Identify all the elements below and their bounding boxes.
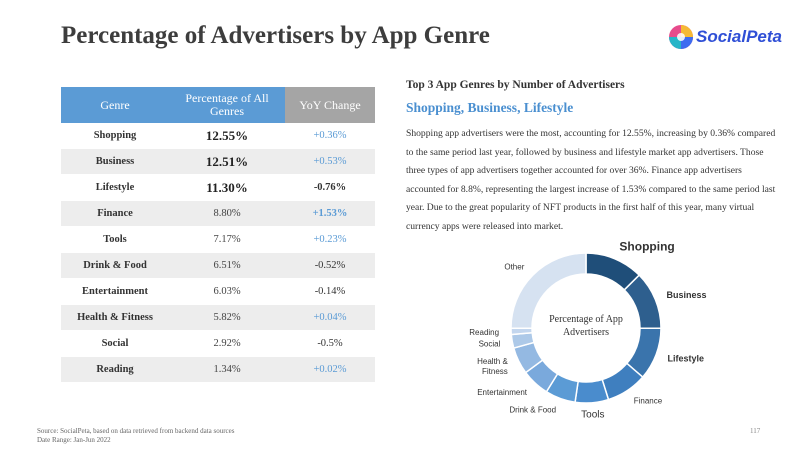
donut-slice-reading	[510, 327, 534, 336]
donut-label-entertainment: Entertainment	[477, 388, 528, 397]
genre-cell: Business	[61, 148, 169, 175]
header-percentage: Percentage of All Genres	[169, 87, 285, 123]
genre-table: Genre Percentage of All Genres YoY Chang…	[61, 87, 375, 383]
yoy-cell: +1.53%	[285, 200, 375, 227]
summary-heading: Top 3 App Genres by Number of Advertiser…	[406, 79, 625, 91]
logo-text: SocialPeta	[696, 27, 782, 46]
yoy-cell: -0.5%	[285, 330, 375, 357]
genre-cell: Entertainment	[61, 278, 169, 305]
socialpeta-logo-icon	[669, 25, 693, 49]
genre-cell: Drink & Food	[61, 252, 169, 279]
table-row: Tools 7.17% +0.23%	[61, 226, 375, 253]
page-number: 117	[750, 427, 761, 435]
donut-label-shopping: Shopping	[619, 240, 674, 254]
donut-label-social: Social	[479, 339, 501, 348]
donut-label-other: Other	[504, 263, 524, 272]
genre-cell: Social	[61, 330, 169, 357]
percentage-cell: 12.51%	[169, 148, 285, 175]
donut-label-finance: Finance	[634, 397, 663, 406]
percentage-cell: 11.30%	[169, 174, 285, 201]
table-row: Finance 8.80% +1.53%	[61, 200, 375, 227]
genre-cell: Reading	[61, 356, 169, 383]
genre-cell: Lifestyle	[61, 174, 169, 201]
donut-label-health-fitness: Fitness	[482, 367, 508, 376]
donut-label-health-fitness: Health &	[477, 357, 508, 366]
yoy-cell: +0.53%	[285, 148, 375, 175]
table-body: Shopping 12.55% +0.36% Business 12.51% +0.53%…	[61, 123, 375, 383]
table-row: Shopping 12.55% +0.36%	[61, 123, 375, 149]
source-note: Source: SocialPeta, based on data retrie…	[37, 427, 234, 445]
table-row: Reading 1.34% +0.02%	[61, 356, 375, 383]
genre-cell: Shopping	[61, 123, 169, 149]
socialpeta-logo: SocialPeta	[668, 24, 782, 50]
genre-cell: Finance	[61, 200, 169, 227]
table-row: Lifestyle 11.30% -0.76%	[61, 174, 375, 201]
table-row: Health & Fitness 5.82% +0.04%	[61, 304, 375, 331]
source-text: Source: SocialPeta, based on data retrie…	[37, 427, 235, 435]
percentage-cell: 5.82%	[169, 304, 285, 331]
donut-center-label-line2: Advertisers	[563, 327, 609, 338]
yoy-cell: +0.23%	[285, 226, 375, 253]
donut-label-reading: Reading	[469, 328, 499, 337]
yoy-cell: +0.04%	[285, 304, 375, 331]
genre-cell: Tools	[61, 226, 169, 253]
yoy-cell: +0.02%	[285, 356, 375, 383]
donut-label-lifestyle: Lifestyle	[667, 354, 704, 364]
yoy-cell: +0.36%	[285, 123, 375, 149]
genre-cell: Health & Fitness	[61, 304, 169, 331]
summary-paragraph: Shopping app advertisers were the most, …	[406, 128, 776, 232]
percentage-cell: 6.51%	[169, 252, 285, 279]
donut-labels: Shopping Business Lifestyle Finance Tools Dri…	[469, 240, 706, 420]
table-row: Drink & Food 6.51% -0.52%	[61, 252, 375, 279]
percentage-cell: 8.80%	[169, 200, 285, 227]
table-row: Social 2.92% -0.5%	[61, 330, 375, 357]
table-header-row: Genre Percentage of All Genres YoY Chang…	[61, 87, 375, 123]
top-genres-highlight: Shopping, Business, Lifestyle	[406, 100, 574, 115]
yoy-cell: -0.14%	[285, 278, 375, 305]
table-row: Business 12.51% +0.53%	[61, 148, 375, 175]
header-genre: Genre	[61, 87, 169, 123]
donut-slice-tools	[574, 378, 610, 404]
table-row: Entertainment 6.03% -0.14%	[61, 278, 375, 305]
percentage-cell: 12.55%	[169, 123, 285, 149]
donut-slices	[510, 252, 662, 404]
percentage-cell: 2.92%	[169, 330, 285, 357]
yoy-cell: -0.76%	[285, 174, 375, 201]
donut-slice-other	[510, 252, 587, 329]
yoy-cell: -0.52%	[285, 252, 375, 279]
donut-label-business: Business	[666, 290, 706, 300]
percentage-cell: 1.34%	[169, 356, 285, 383]
date-range-text: Date Range: Jan-Jun 2022	[37, 436, 111, 444]
genre-donut-chart: Shopping Business Lifestyle Finance Tools Dri…	[469, 240, 706, 420]
percentage-cell: 7.17%	[169, 226, 285, 253]
page-title: Percentage of Advertisers by App Genre	[61, 22, 490, 49]
header-yoy: YoY Change	[285, 87, 375, 123]
donut-label-tools: Tools	[581, 410, 604, 420]
donut-label-drink-food: Drink & Food	[509, 406, 556, 415]
percentage-cell: 6.03%	[169, 278, 285, 305]
donut-center-label-line1: Percentage of App	[549, 314, 623, 325]
